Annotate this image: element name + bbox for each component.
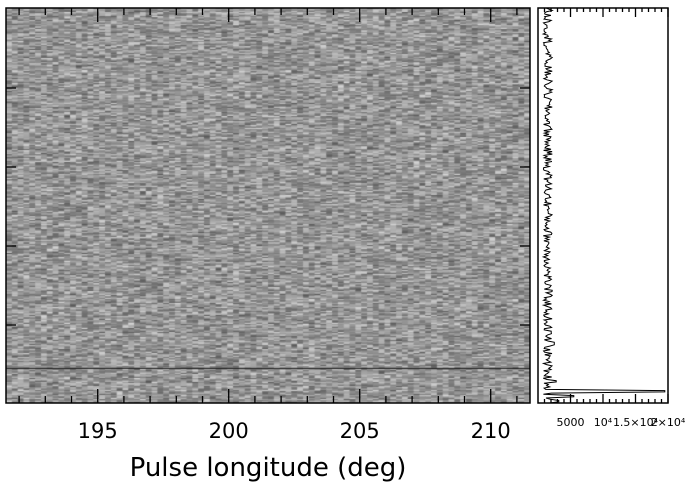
x-tick-label: 200 [209, 419, 249, 443]
profile-tick-label: 5000 [557, 416, 585, 429]
heatmap-tick-labels: 195 200 205 210 [78, 419, 511, 443]
heatmap-ticks [6, 8, 530, 403]
profile-frame [537, 7, 669, 404]
heatmap-panel: 195 200 205 210 Pulse longitude (deg) [5, 7, 531, 483]
x-axis-title: Pulse longitude (deg) [130, 453, 407, 483]
profile-tick-label: 10⁴ [594, 416, 613, 429]
profile-tick-label: 1.5×10⁴ [613, 416, 659, 429]
heatmap-frame [5, 7, 531, 404]
profile-tick-label: 2×10⁴ [651, 416, 686, 429]
heatmap-image [6, 8, 530, 403]
x-tick-label: 210 [471, 419, 511, 443]
x-tick-label: 195 [78, 419, 118, 443]
profile-line [541, 7, 666, 404]
profile-ticks [543, 8, 669, 403]
x-tick-label: 205 [340, 419, 380, 443]
